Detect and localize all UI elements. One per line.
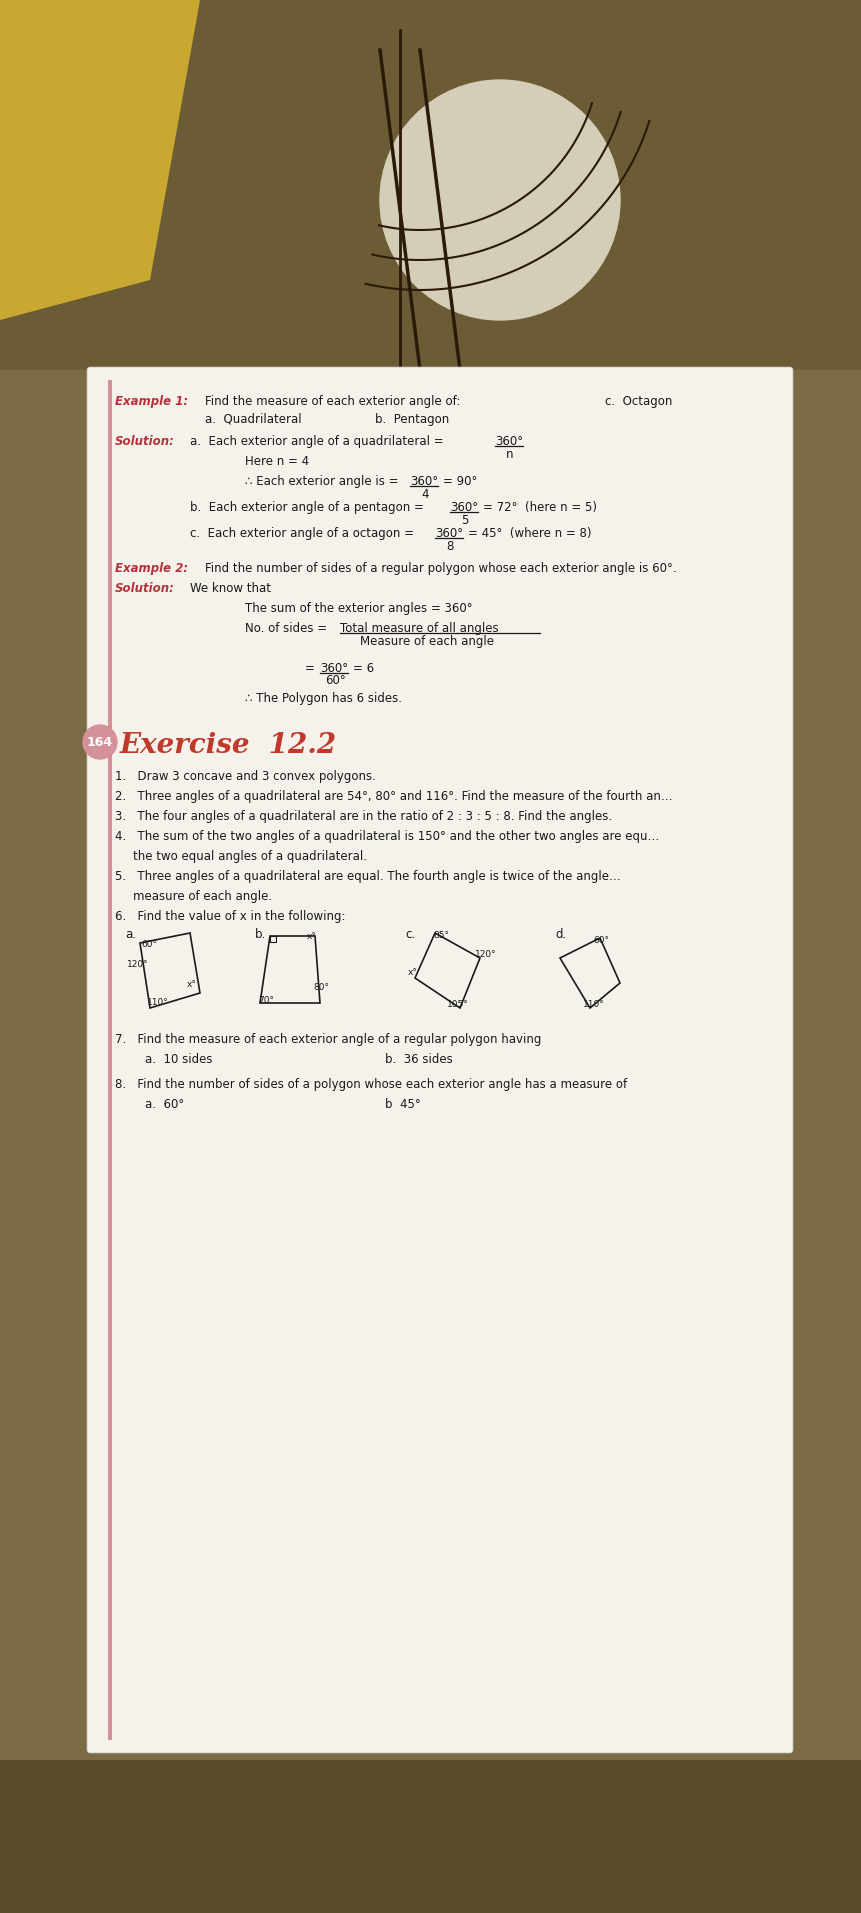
Text: 110°: 110°: [147, 999, 169, 1006]
Text: 7.   Find the measure of each exterior angle of a regular polygon having: 7. Find the measure of each exterior ang…: [115, 1033, 542, 1046]
Text: c.  Each exterior angle of a octagon =: c. Each exterior angle of a octagon =: [190, 526, 414, 539]
Text: Solution:: Solution:: [115, 434, 175, 448]
Text: x°: x°: [187, 979, 197, 989]
Circle shape: [83, 725, 117, 759]
Bar: [0, 0, 861, 369]
Text: a.  Quadrilateral: a. Quadrilateral: [205, 413, 301, 427]
Text: 85°: 85°: [433, 932, 449, 939]
Text: =: =: [305, 662, 315, 675]
Text: Solution:: Solution:: [115, 582, 175, 595]
Text: n: n: [506, 448, 513, 461]
Text: 110°: 110°: [583, 1000, 604, 1008]
Bar: [108, 381, 112, 1741]
Text: 4: 4: [421, 488, 429, 501]
Polygon shape: [0, 0, 200, 319]
Text: 6.   Find the value of x in the following:: 6. Find the value of x in the following:: [115, 911, 345, 922]
FancyBboxPatch shape: [87, 367, 793, 1752]
Text: 360°: 360°: [495, 434, 523, 448]
Text: Find the measure of each exterior angle of:: Find the measure of each exterior angle …: [205, 394, 461, 407]
Text: = 72°  (here n = 5): = 72° (here n = 5): [483, 501, 597, 515]
Text: ∴ The Polygon has 6 sides.: ∴ The Polygon has 6 sides.: [245, 693, 402, 706]
Text: 360°: 360°: [450, 501, 478, 515]
Text: 164: 164: [87, 735, 113, 748]
Text: No. of sides =: No. of sides =: [245, 622, 327, 635]
Text: Example 2:: Example 2:: [115, 562, 188, 576]
Text: 4.   The sum of the two angles of a quadrilateral is 150° and the other two angl: 4. The sum of the two angles of a quadri…: [115, 830, 660, 844]
Bar: [270, 935, 276, 941]
Text: b.  36 sides: b. 36 sides: [385, 1052, 453, 1066]
Circle shape: [380, 80, 620, 319]
Text: c.: c.: [405, 928, 415, 941]
Text: 5.   Three angles of a quadrilateral are equal. The fourth angle is twice of the: 5. Three angles of a quadrilateral are e…: [115, 870, 621, 884]
Text: x°: x°: [307, 932, 317, 941]
Text: ∴ Each exterior angle is =: ∴ Each exterior angle is =: [245, 474, 399, 488]
Text: c.  Octagon: c. Octagon: [605, 394, 672, 407]
Text: Exercise  12.2: Exercise 12.2: [120, 733, 338, 759]
Text: d.: d.: [555, 928, 567, 941]
Text: x°: x°: [408, 968, 418, 978]
Text: 1.   Draw 3 concave and 3 convex polygons.: 1. Draw 3 concave and 3 convex polygons.: [115, 771, 376, 782]
Text: 70°: 70°: [258, 997, 274, 1004]
Text: b.  Each exterior angle of a pentagon =: b. Each exterior angle of a pentagon =: [190, 501, 424, 515]
Text: 60°: 60°: [325, 675, 346, 687]
Text: = 6: = 6: [353, 662, 375, 675]
Text: 360°: 360°: [435, 526, 463, 539]
Text: Total measure of all angles: Total measure of all angles: [340, 622, 499, 635]
Text: 80°: 80°: [313, 983, 329, 993]
Text: a.  Each exterior angle of a quadrilateral =: a. Each exterior angle of a quadrilatera…: [190, 434, 443, 448]
Text: 3.   The four angles of a quadrilateral are in the ratio of 2 : 3 : 5 : 8. Find : 3. The four angles of a quadrilateral ar…: [115, 809, 612, 823]
Text: 120°: 120°: [475, 951, 497, 958]
Text: b.  Pentagon: b. Pentagon: [375, 413, 449, 427]
Text: 105°: 105°: [447, 1000, 468, 1008]
Text: Find the number of sides of a regular polygon whose each exterior angle is 60°.: Find the number of sides of a regular po…: [205, 562, 677, 576]
Text: a.: a.: [125, 928, 136, 941]
Text: a.  60°: a. 60°: [145, 1098, 184, 1111]
Text: 8: 8: [446, 539, 454, 553]
Text: a.  10 sides: a. 10 sides: [145, 1052, 213, 1066]
Text: 60°: 60°: [141, 939, 157, 949]
Text: b.: b.: [255, 928, 266, 941]
Text: Here n = 4: Here n = 4: [245, 455, 309, 469]
Text: Example 1:: Example 1:: [115, 394, 188, 407]
Bar: [0, 1760, 861, 1913]
Text: measure of each angle.: measure of each angle.: [133, 890, 272, 903]
Text: 8.   Find the number of sides of a polygon whose each exterior angle has a measu: 8. Find the number of sides of a polygon…: [115, 1079, 627, 1090]
Text: 360°: 360°: [320, 662, 348, 675]
Text: The sum of the exterior angles = 360°: The sum of the exterior angles = 360°: [245, 603, 473, 614]
Text: 60°: 60°: [593, 935, 609, 945]
Text: the two equal angles of a quadrilateral.: the two equal angles of a quadrilateral.: [133, 849, 367, 863]
Text: 2.   Three angles of a quadrilateral are 54°, 80° and 116°. Find the measure of : 2. Three angles of a quadrilateral are 5…: [115, 790, 672, 803]
Text: 360°: 360°: [410, 474, 438, 488]
Text: = 90°: = 90°: [443, 474, 477, 488]
Text: 120°: 120°: [127, 960, 149, 970]
Text: We know that: We know that: [190, 582, 271, 595]
Text: 5: 5: [461, 513, 468, 526]
Text: b  45°: b 45°: [385, 1098, 421, 1111]
Text: = 45°  (where n = 8): = 45° (where n = 8): [468, 526, 592, 539]
Text: Measure of each angle: Measure of each angle: [360, 635, 494, 647]
